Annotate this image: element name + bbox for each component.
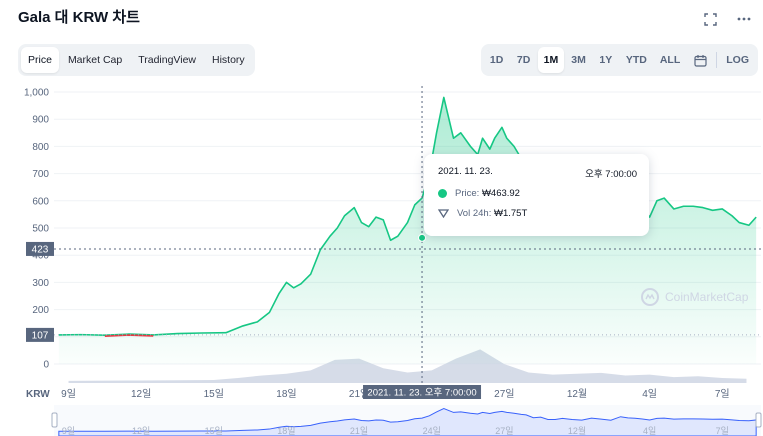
price-marker-label-start: 107 — [32, 330, 49, 341]
range-7d[interactable]: 7D — [516, 54, 531, 66]
hover-point — [418, 233, 427, 242]
volume-shape — [68, 349, 747, 383]
page-title: Gala 대 KRW 차트 — [18, 9, 140, 26]
range-all[interactable]: ALL — [659, 54, 681, 66]
chart-tabs: Price Market Cap TradingView History — [18, 44, 255, 76]
navigator-tick-label: 18일 — [277, 426, 295, 436]
navigator-handle-left — [51, 412, 58, 428]
navigator-tick-label: 4일 — [643, 426, 656, 436]
navigator-tick-label: 24일 — [423, 426, 441, 436]
volume-area — [68, 349, 747, 383]
price-marker-label-current: 423 — [32, 244, 49, 255]
navigator-handle-right — [755, 412, 762, 428]
x-tick-label: 7일 — [715, 388, 730, 400]
range-ytd[interactable]: YTD — [625, 54, 647, 66]
price-area — [58, 97, 757, 364]
chart-navigator: 9일 12일 15일 18일 21일 24일 27일 12월 4일 7일 — [51, 405, 762, 436]
crosshair-date-box — [363, 385, 482, 399]
fullscreen-icon[interactable] — [701, 10, 719, 28]
x-tick-label: 12일 — [131, 388, 151, 400]
navigator-tick-label: 21일 — [350, 426, 368, 436]
volume-icon — [438, 209, 449, 218]
tab-history[interactable]: History — [212, 54, 245, 66]
price-tooltip: 2021. 11. 23. 오후 7:00:00 Price: ₩463.92 … — [424, 154, 649, 236]
x-tick-label: 4일 — [642, 388, 657, 400]
y-tick-label: 800 — [32, 142, 49, 153]
price-line — [58, 96, 757, 336]
x-tick-label: 27일 — [494, 388, 514, 400]
x-tick-label: 15일 — [204, 388, 224, 400]
navigator-tick-label: 12일 — [132, 426, 150, 436]
x-tick-label: 9일 — [61, 388, 76, 400]
tab-price[interactable]: Price — [21, 47, 59, 73]
navigator-tick-label: 12월 — [568, 425, 586, 436]
price-series — [58, 96, 757, 364]
y-tick-label: 600 — [32, 196, 49, 207]
range-divider — [716, 52, 718, 68]
price-dot-icon — [438, 189, 447, 198]
range-selector: 1D 7D 1M 3M 1Y YTD ALL LOG — [480, 44, 758, 76]
x-tick-label: 12월 — [567, 388, 587, 400]
y-tick-label: 500 — [32, 224, 49, 235]
header-actions — [701, 10, 753, 28]
calendar-icon[interactable] — [687, 47, 713, 73]
x-tick-label: 18일 — [276, 388, 296, 400]
y-tick-label: 1,000 — [24, 88, 49, 99]
tooltip-time: 오후 7:00:00 — [585, 169, 637, 180]
tooltip-volume-row: Vol 24h: ₩1.75T — [438, 208, 527, 219]
more-icon[interactable] — [735, 10, 753, 28]
range-1y[interactable]: 1Y — [599, 54, 613, 66]
y-tick-label: 300 — [32, 278, 49, 289]
y-tick-label: 0 — [43, 360, 49, 371]
crosshair-date-label: 2021. 11. 23. 오후 7:00:00 — [367, 388, 476, 399]
price-marker-start — [26, 327, 54, 342]
svg-text:CoinMarketCap: CoinMarketCap — [665, 290, 749, 304]
price-marker-current — [26, 241, 54, 256]
y-tick-label: 700 — [32, 169, 49, 180]
price-line-down — [104, 334, 154, 337]
currency-label: KRW — [26, 389, 50, 400]
navigator-tick-label: 7일 — [716, 426, 729, 436]
navigator-tick-label: 9일 — [62, 426, 75, 436]
navigator-tick-label: 15일 — [205, 426, 223, 436]
range-3m[interactable]: 3M — [571, 54, 586, 66]
log-toggle[interactable]: LOG — [726, 54, 749, 66]
tooltip-date: 2021. 11. 23. — [438, 166, 493, 177]
tab-market-cap[interactable]: Market Cap — [67, 54, 123, 66]
y-tick-label: 900 — [32, 115, 49, 126]
range-1d[interactable]: 1D — [489, 54, 504, 66]
y-tick-label: 200 — [32, 305, 49, 316]
price-markers: 423 107 — [26, 86, 761, 392]
y-tick-label: 400 — [32, 251, 49, 262]
range-1m[interactable]: 1M — [537, 47, 565, 73]
x-axis: KRW9일12일15일18일21일24일27일12월4일7일2021. 11. … — [26, 385, 730, 400]
navigator-series — [58, 407, 757, 436]
navigator-tick-label: 27일 — [495, 426, 513, 436]
tab-tradingview[interactable]: TradingView — [138, 54, 196, 66]
watermark: CoinMarketCap — [641, 288, 749, 306]
tooltip-price-row: Price: ₩463.92 — [438, 188, 520, 199]
